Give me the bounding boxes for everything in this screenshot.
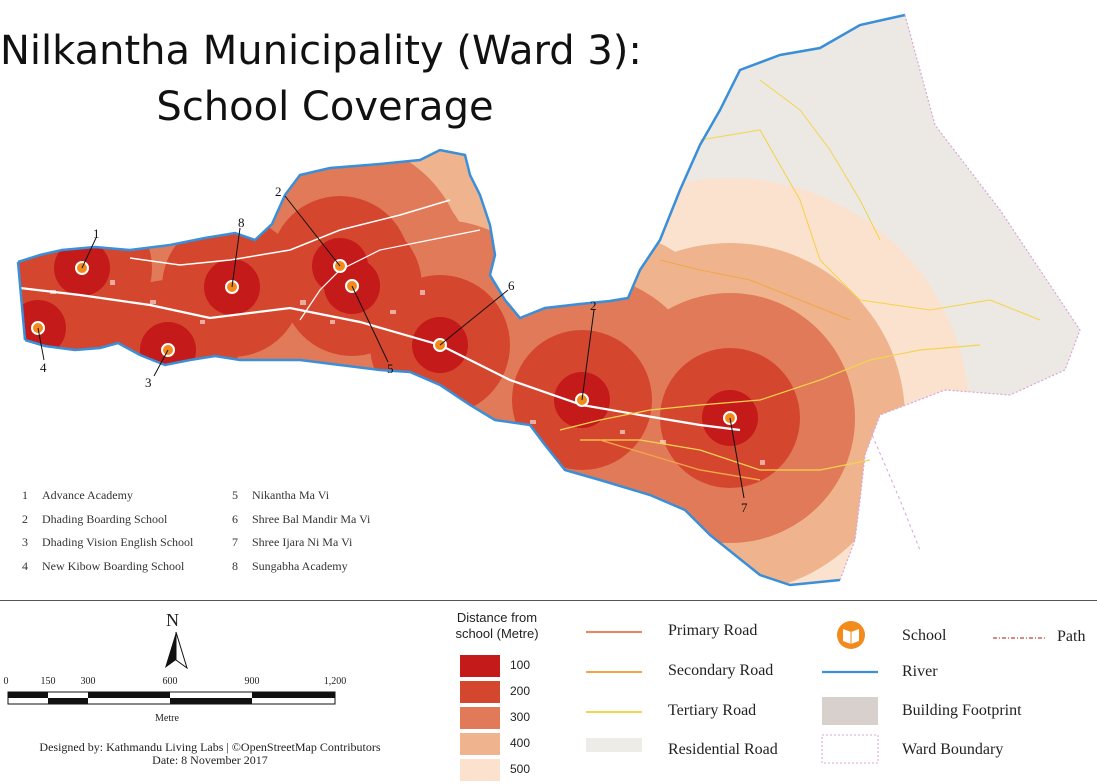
school-list-item: 7 Shree Ijara Ni Ma Vi — [232, 535, 353, 549]
map-title-line-2: School Coverage — [156, 84, 494, 130]
scale-tick-label: 900 — [244, 676, 260, 687]
callout-label: 6 — [508, 278, 515, 293]
scale-tick-label: 150 — [40, 676, 56, 687]
distance-swatch — [460, 759, 500, 781]
distance-legend-title: Distance from school (Metre) — [455, 610, 539, 641]
path-legend-label: Path — [1057, 628, 1086, 645]
scale-tick-label: 0 — [3, 676, 9, 687]
callout-label: 1 — [93, 226, 100, 241]
secondary-road-label: Secondary Road — [668, 662, 774, 679]
scale-tick-label: 1,200 — [323, 676, 347, 687]
map-credits: Designed by: Kathmandu Living Labs | ©Op… — [0, 741, 420, 767]
credits-line-2: Date: 8 November 2017 — [152, 753, 268, 767]
callout-label: 8 — [238, 215, 245, 230]
residential-road-symbol — [586, 738, 642, 752]
building-footprint-symbol — [822, 697, 878, 725]
callout-label: 2 — [590, 298, 597, 313]
scale-tick-label: 300 — [80, 676, 96, 687]
callout-label: 3 — [145, 375, 152, 390]
distance-swatch — [460, 707, 500, 729]
school-list-item: 4 New Kibow Boarding School — [22, 558, 185, 573]
callout-labels: 1 2 8 2 6 4 3 5 7 — [40, 184, 748, 515]
residential-road-label: Residential Road — [668, 741, 778, 758]
school-list-item: 6 Shree Bal Mandir Ma Vi — [232, 511, 371, 526]
road-network — [19, 79, 1041, 551]
school-list-item: 1 Advance Academy — [22, 488, 133, 502]
ward-boundary-label: Ward Boundary — [902, 741, 1004, 758]
callout-label: 2 — [275, 184, 282, 199]
school-list-item: 5 Nikantha Ma Vi — [232, 488, 330, 502]
scale-bar — [7, 691, 336, 705]
school-list-left: 1 Advance Academy 2 Dhading Boarding Schoo… — [22, 484, 232, 578]
callout-label: 4 — [40, 360, 47, 375]
school-list-item: 3 Dhading Vision English School — [22, 535, 194, 549]
north-label: N — [166, 610, 179, 630]
road-legend-symbols — [586, 631, 642, 752]
river-boundary — [16, 13, 906, 587]
school-list-item: 8 Sungabha Academy — [232, 558, 348, 573]
ward-boundary-symbol — [821, 734, 879, 764]
legend-divider — [0, 600, 1097, 601]
building-footprint-label: Building Footprint — [902, 702, 1022, 719]
callout-label: 7 — [741, 500, 748, 515]
primary-road-label: Primary Road — [668, 622, 758, 639]
river-legend-label: River — [902, 663, 938, 680]
tertiary-road-label: Tertiary Road — [668, 702, 757, 719]
ward-outline — [839, 14, 1081, 581]
school-list-item: 2 Dhading Boarding School — [22, 511, 168, 526]
distance-swatch — [460, 733, 500, 755]
distance-swatch — [460, 681, 500, 703]
school-legend-label: School — [902, 627, 947, 644]
scale-unit: Metre — [155, 713, 179, 724]
feature-legend-symbols — [821, 621, 1045, 764]
north-arrow — [165, 631, 188, 670]
map-title-line-1: Nilkantha Municipality (Ward 3): — [0, 28, 642, 74]
callout-label: 5 — [387, 361, 394, 376]
callout-lines — [37, 195, 745, 499]
school-list-right: 5 Nikantha Ma Vi 6 Shree Bal Mandir Ma Vi … — [232, 484, 432, 578]
scale-tick-label: 600 — [162, 676, 178, 687]
credits-line-1: Designed by: Kathmandu Living Labs | ©Op… — [39, 740, 381, 754]
distance-swatch — [460, 655, 500, 677]
